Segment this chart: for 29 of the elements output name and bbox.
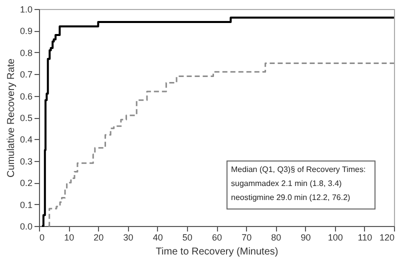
y-tick-label: 0.6 [20, 91, 32, 102]
y-tick-label: 0.3 [20, 156, 32, 166]
annotation: Median (Q1, Q3)§ of Recovery Times: [231, 165, 366, 174]
x-tick-label: 90 [300, 232, 311, 242]
y-tick-label: 0.1 [20, 200, 32, 210]
x-tick-label: 50 [182, 232, 192, 242]
x-tick-label: 110 [358, 232, 372, 242]
y-tick-label: 0.8 [20, 48, 32, 58]
x-tick-label: 120 [379, 232, 394, 242]
y-tick-label: 0.4 [20, 134, 32, 145]
annotation: neostigmine 29.0 min (12.2, 76.2) [231, 193, 351, 202]
x-tick-label: 70 [242, 232, 252, 242]
y-tick-label: 0.7 [20, 70, 32, 80]
y-tick-label: 0.9 [20, 26, 32, 36]
y-tick-label: 0.2 [20, 178, 32, 188]
annotation: sugammadex 2.1 min (1.8, 3.4) [231, 179, 342, 188]
y-tick-label: 0.5 [20, 113, 32, 123]
x-axis-title: Time to Recovery (Minutes) [156, 246, 278, 258]
x-tick-label: 10 [64, 232, 74, 242]
x-tick-label: 20 [94, 232, 104, 242]
x-tick-label: 0 [40, 232, 45, 242]
y-axis-title: Cumulative Recovery Rate [6, 58, 17, 178]
x-tick-label: 40 [152, 232, 163, 242]
y-tick-label: 0.0 [20, 222, 32, 232]
y-tick-label: 1.0 [20, 4, 32, 14]
x-tick-label: 30 [123, 232, 134, 242]
x-tick-label: 100 [328, 232, 343, 242]
x-tick-label: 80 [271, 232, 282, 242]
x-tick-label: 60 [212, 232, 222, 242]
